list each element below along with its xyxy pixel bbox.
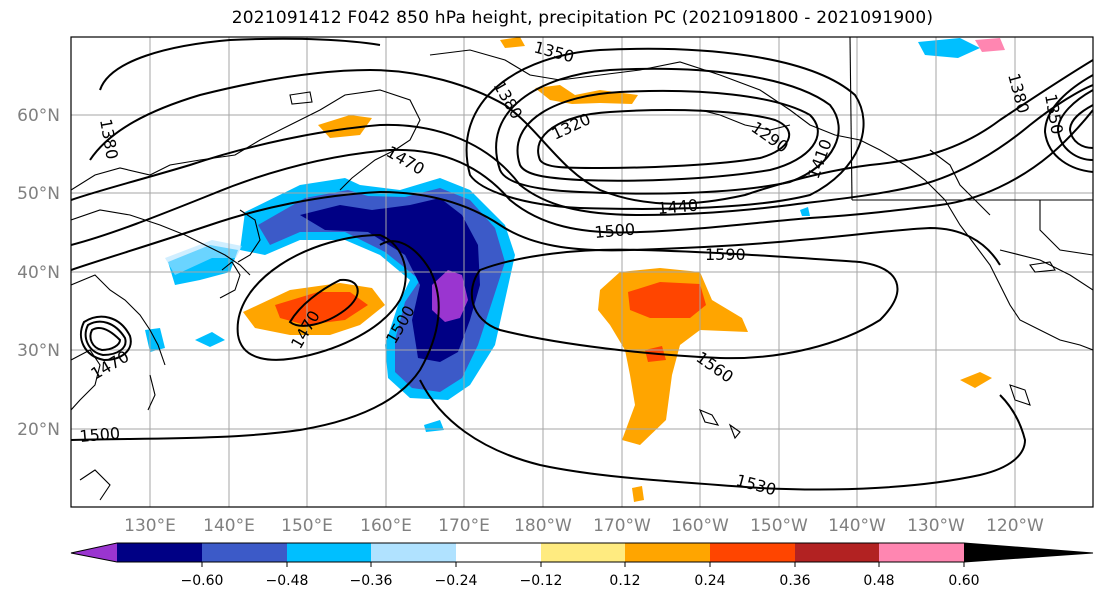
coastlines xyxy=(71,37,1093,501)
map-plot-area: 1350 1380 1320 1290 1380 1410 1470 1440 … xyxy=(71,37,1093,507)
lon-label: 160°W xyxy=(671,516,729,536)
colorbar-segment xyxy=(710,543,795,562)
map-title: 2021091412 F042 850 hPa height, precipit… xyxy=(231,8,934,28)
lon-label: 150°W xyxy=(750,516,808,536)
colorbar-segment xyxy=(456,543,541,562)
contour-label: 1410 xyxy=(804,137,836,182)
lon-label: 130°W xyxy=(907,516,965,536)
lon-label: 150°E xyxy=(281,516,333,536)
colorbar-tick-label: 0.60 xyxy=(948,573,979,589)
colorbar-tick-label: 0.24 xyxy=(694,573,725,589)
colorbar-tick-label: −0.12 xyxy=(520,573,563,589)
colorbar-segment xyxy=(879,543,964,562)
colorbar: −0.60 −0.48 −0.36 −0.24 −0.12 0.12 0.24 … xyxy=(70,542,1094,589)
colorbar-segment xyxy=(371,543,456,562)
colorbar-tick-label: 0.48 xyxy=(863,573,894,589)
colorbar-segment xyxy=(202,543,287,562)
lon-label: 140°W xyxy=(828,516,886,536)
colorbar-ticks xyxy=(201,562,965,567)
colorbar-tick-label: −0.24 xyxy=(435,573,478,589)
lon-label: 180°W xyxy=(514,516,572,536)
colorbar-tick-label: 0.36 xyxy=(779,573,810,589)
colorbar-tick-label: −0.60 xyxy=(181,573,224,589)
colorbar-tick-label: −0.36 xyxy=(350,573,393,589)
colorbar-segment xyxy=(795,543,879,562)
contour-label: 1290 xyxy=(748,118,792,157)
colorbar-segment xyxy=(287,543,371,562)
precipitation-negative-shading xyxy=(145,38,980,432)
contour-label: 1560 xyxy=(693,348,737,387)
lon-label: 140°E xyxy=(203,516,255,536)
contour-label: 1380 xyxy=(96,117,122,160)
colorbar-segment xyxy=(964,543,1093,562)
colorbar-outline xyxy=(70,542,1094,563)
colorbar-tick-label: 0.12 xyxy=(609,573,640,589)
contour-label: 1590 xyxy=(705,245,746,264)
colorbar-tick-label: −0.48 xyxy=(266,573,309,589)
contour-label: 1320 xyxy=(549,109,594,143)
latitude-labels: 60°N 50°N 40°N 30°N 20°N xyxy=(17,106,60,440)
colorbar-segment xyxy=(541,543,625,562)
contour-label: 1440 xyxy=(657,196,699,218)
lat-label: 40°N xyxy=(17,263,60,283)
lon-label: 170°E xyxy=(438,516,490,536)
lon-label: 160°E xyxy=(360,516,412,536)
lon-label: 130°E xyxy=(124,516,176,536)
lat-label: 30°N xyxy=(17,341,60,361)
colorbar-segment xyxy=(117,543,202,562)
colorbar-segment xyxy=(71,543,117,562)
height-contours xyxy=(71,37,1093,491)
colorbar-segment xyxy=(625,543,710,562)
contour-label: 1500 xyxy=(594,220,636,242)
map-frame xyxy=(70,36,1094,508)
contour-label: 1500 xyxy=(79,424,121,446)
contour-label: 1530 xyxy=(734,471,778,500)
contour-label: 1380 xyxy=(1004,71,1033,115)
lat-label: 60°N xyxy=(17,106,60,126)
lat-label: 20°N xyxy=(17,420,60,440)
graticule xyxy=(71,37,1093,507)
lon-label: 170°W xyxy=(593,516,651,536)
contour-label: 1470 xyxy=(383,142,428,179)
lon-label: 120°W xyxy=(986,516,1044,536)
longitude-labels: 130°E 140°E 150°E 160°E 170°E 180°W 170°… xyxy=(124,516,1044,536)
precipitation-positive-shading xyxy=(243,37,1005,502)
lat-label: 50°N xyxy=(17,184,60,204)
